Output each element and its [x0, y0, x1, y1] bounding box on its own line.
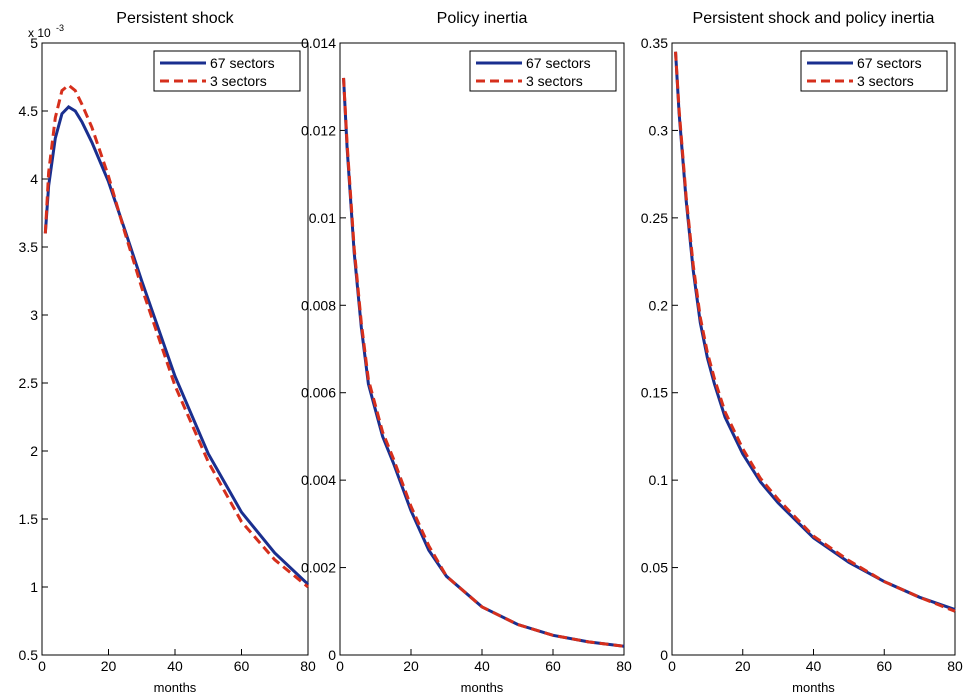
- plot-area: [339, 42, 625, 656]
- legend-label: 3 sectors: [526, 73, 583, 89]
- x-tick-label: 40: [167, 658, 183, 674]
- y-tick-label: 0.05: [641, 560, 668, 576]
- x-tick-label: 40: [806, 658, 822, 674]
- x-tick-label: 80: [616, 658, 632, 674]
- legend-box: [153, 50, 301, 92]
- series-line: [674, 51, 956, 613]
- legend-label: 67 sectors: [857, 55, 922, 71]
- x-tick-label: 20: [735, 658, 751, 674]
- x-tick-label: 40: [474, 658, 490, 674]
- y-tick-label: 4.5: [19, 103, 39, 119]
- y-tick-label: 4: [30, 171, 38, 187]
- legend-label: 3 sectors: [857, 73, 914, 89]
- y-tick-label: 0.008: [301, 297, 336, 313]
- y-tick-label: 5: [30, 35, 38, 51]
- y-tick-label: 0.2: [649, 297, 669, 313]
- legend-label: 67 sectors: [210, 55, 275, 71]
- x-tick-label: 60: [234, 658, 250, 674]
- y-tick-label: 0.3: [649, 122, 669, 138]
- x-tick-label: 20: [403, 658, 419, 674]
- chart-title: Persistent shock and policy inertia: [693, 10, 935, 27]
- y-tick-label: 3: [30, 307, 38, 323]
- y-tick-label: 0: [328, 647, 336, 663]
- x-axis-label: months: [461, 680, 504, 695]
- chart-title: Policy inertia: [437, 10, 528, 27]
- x-axis-label: months: [154, 680, 197, 695]
- x-tick-label: 20: [101, 658, 117, 674]
- y-tick-label: 2: [30, 443, 38, 459]
- y-tick-label: 0.002: [301, 560, 336, 576]
- y-scale-label: x 10: [28, 26, 51, 40]
- y-scale-exponent: -3: [56, 23, 64, 33]
- legend-box: [800, 50, 948, 92]
- x-tick-label: 60: [545, 658, 561, 674]
- y-tick-label: 0.01: [309, 210, 336, 226]
- x-tick-label: 80: [300, 658, 316, 674]
- y-tick-label: 3.5: [19, 239, 39, 255]
- series-line: [43, 83, 309, 589]
- x-tick-label: 0: [668, 658, 676, 674]
- x-tick-label: 80: [947, 658, 963, 674]
- y-tick-label: 0.5: [19, 647, 39, 663]
- y-tick-label: 1.5: [19, 511, 39, 527]
- y-tick-label: 0.35: [641, 35, 668, 51]
- y-tick-label: 0.25: [641, 210, 668, 226]
- series-line: [43, 105, 310, 586]
- x-tick-label: 0: [336, 658, 344, 674]
- y-tick-label: 0.012: [301, 122, 336, 138]
- legend-label: 67 sectors: [526, 55, 591, 71]
- chart-title: Persistent shock: [116, 10, 234, 27]
- y-tick-label: 1: [30, 579, 38, 595]
- y-tick-label: 0.014: [301, 35, 336, 51]
- x-tick-label: 0: [38, 658, 46, 674]
- x-tick-label: 60: [876, 658, 892, 674]
- legend-label: 3 sectors: [210, 73, 267, 89]
- x-axis-label: months: [792, 680, 835, 695]
- y-tick-label: 2.5: [19, 375, 39, 391]
- y-tick-label: 0: [660, 647, 668, 663]
- y-tick-label: 0.004: [301, 472, 336, 488]
- y-tick-label: 0.006: [301, 385, 336, 401]
- series-line: [342, 77, 625, 648]
- plot-area: [41, 42, 309, 656]
- legend-box: [469, 50, 617, 92]
- plot-area: [671, 42, 956, 656]
- y-tick-label: 0.15: [641, 385, 668, 401]
- y-tick-label: 0.1: [649, 472, 669, 488]
